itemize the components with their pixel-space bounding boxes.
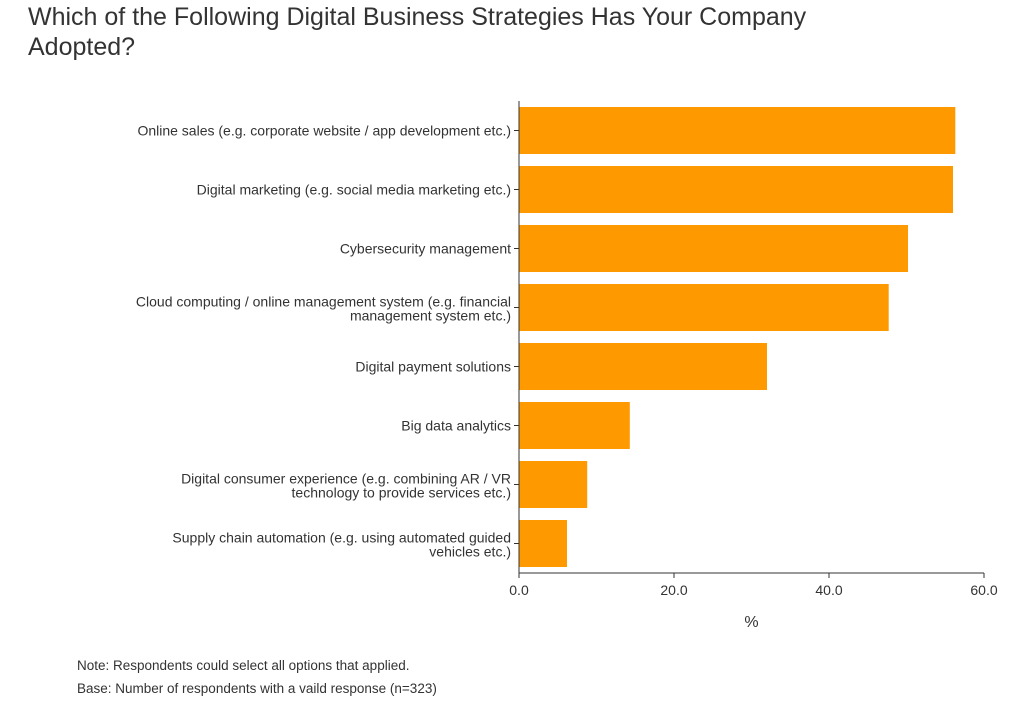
chart-notes: Note: Respondents could select all optio…: [77, 654, 437, 700]
bar-5: [519, 343, 767, 390]
x-tick-label: 20.0: [660, 582, 687, 598]
category-label: Cloud computing / online management syst…: [136, 294, 511, 324]
note-text: Note: Respondents could select all optio…: [77, 658, 410, 673]
base-text: Base: Number of respondents with a vaild…: [77, 681, 437, 696]
bar-4: [519, 284, 889, 331]
x-tick-label: 0.0: [509, 582, 529, 598]
bar-7: [519, 461, 588, 508]
chart-title: Which of the Following Digital Business …: [28, 3, 807, 61]
bar-8: [519, 520, 567, 567]
category-label: Cybersecurity management: [340, 241, 511, 257]
x-tick-label: 40.0: [815, 582, 842, 598]
bar-2: [519, 166, 953, 213]
bar-chart: Online sales (e.g. corporate website / a…: [136, 101, 998, 631]
bar-6: [519, 402, 630, 449]
category-label: Digital payment solutions: [355, 359, 511, 375]
category-label: Digital consumer experience (e.g. combin…: [181, 471, 511, 501]
bar-1: [519, 107, 956, 154]
category-label: Supply chain automation (e.g. using auto…: [172, 530, 511, 560]
category-label: Online sales (e.g. corporate website / a…: [137, 123, 511, 139]
category-label: Big data analytics: [401, 418, 511, 434]
bar-3: [519, 225, 908, 272]
category-label: Digital marketing (e.g. social media mar…: [197, 182, 511, 198]
x-axis-title: %: [744, 614, 758, 631]
x-tick-label: 60.0: [970, 582, 997, 598]
